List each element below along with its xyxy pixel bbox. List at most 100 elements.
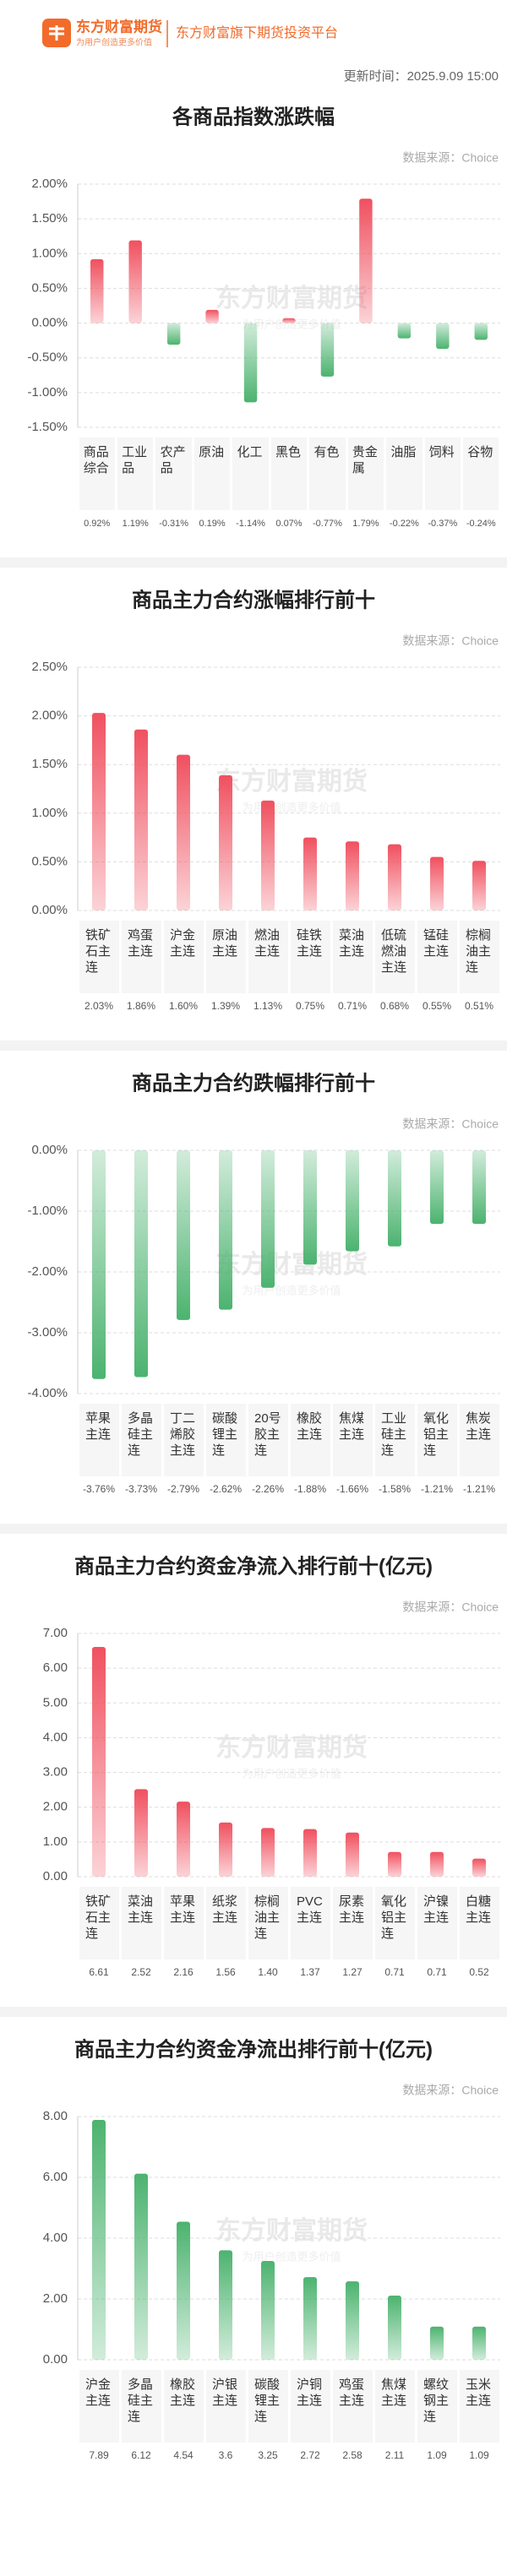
bar [430,856,444,910]
category-label: 碳酸锂主连 [254,2378,281,2424]
y-tick-label: -3.00% [27,1325,68,1340]
category-cell: 锰硅主连 [417,921,457,993]
category-label: 黑色 [275,445,301,459]
y-tick-label: 2.00% [31,177,68,191]
y-tick-label: 5.00 [43,1695,68,1709]
value-label: -1.21% [463,1483,495,1495]
watermark: 东方财富期货 [215,767,368,796]
bar [219,1150,232,1310]
value-label: -2.79% [167,1483,199,1495]
category-label: 硅铁主连 [297,928,323,959]
category-cell: 鸡蛋主连 [121,921,161,993]
value-label: 1.39% [211,1000,240,1012]
category-cell: 鸡蛋主连 [332,2370,373,2443]
category-cell: 饲料 [424,437,461,510]
watermark: 为用户创造更多价值 [242,2250,341,2263]
value-label: 1.40 [258,1966,278,1978]
category-cell: 铁矿石主连 [79,1887,119,1959]
value-label: -1.66% [336,1483,368,1495]
bar [303,1150,317,1265]
bar [472,1150,486,1225]
watermark: 东方财富期货 [215,2216,368,2245]
category-label: 鸡蛋主连 [128,928,154,959]
bar [359,198,373,323]
bar [261,800,275,910]
y-tick-label: -0.50% [27,351,68,365]
category-label: 玉米主连 [466,2378,492,2408]
category-label: 橡胶主连 [297,1411,323,1442]
y-tick-label: 1.00 [43,1834,68,1849]
y-tick-label: 0.00 [43,1869,68,1883]
category-label: 原油主连 [212,928,238,959]
value-label: 3.6 [219,2449,233,2461]
category-cell: 商品综合 [79,437,115,510]
category-label: 低硫燃油主连 [381,928,407,975]
data-source: 数据来源：Choice [402,2084,499,2097]
bar [472,1858,486,1877]
y-tick-label: 3.00 [43,1765,68,1780]
value-label: 1.09 [427,2449,447,2461]
y-tick-label: 2.50% [31,660,68,674]
category-cell: 焦煤主连 [332,1404,373,1476]
category-label: 菜油主连 [128,1894,154,1925]
value-label: -0.37% [428,519,457,529]
category-cell: 氧化铝主连 [374,1887,415,1959]
category-label: 鸡蛋主连 [339,2378,365,2408]
category-label: 焦炭主连 [466,1411,492,1442]
value-label: 6.12 [131,2449,151,2461]
bar [219,774,232,910]
bar [177,1802,190,1877]
watermark: 为用户创造更多价值 [242,318,341,330]
category-cell: 菜油主连 [332,921,373,993]
category-label: 苹果主连 [170,1894,196,1925]
bar [388,1150,401,1247]
category-cell: 棕榈油主连 [248,1887,288,1959]
bar [472,2326,486,2360]
bar [436,323,450,350]
value-label: 0.55% [422,1000,451,1012]
category-label: 贵金属 [352,445,378,476]
value-label: 4.54 [173,2449,194,2461]
y-tick-label: 1.50% [31,211,68,226]
category-label: 谷物 [467,445,493,459]
y-tick-label: 0.50% [31,854,68,868]
watermark: 为用户创造更多价值 [242,1767,341,1780]
category-label: 苹果主连 [85,1411,112,1442]
category-label: 工业品 [122,445,148,476]
category-cell: 白糖主连 [459,1887,499,1959]
category-cell: 黑色 [270,437,308,510]
category-cell: 氧化铝主连 [417,1404,457,1476]
platform: 东方财富旗下期货投资平台 [176,25,338,41]
value-label: -1.58% [379,1483,411,1495]
value-label: -0.31% [159,519,188,529]
bar [388,1851,401,1877]
y-tick-label: 4.00 [43,1730,68,1744]
value-label: -0.77% [313,519,342,529]
category-label: 尿素主连 [339,1894,365,1925]
category-cell: 沪镍主连 [417,1887,457,1959]
watermark: 东方财富期货 [215,1250,368,1279]
category-cell: 贵金属 [347,437,384,510]
bar [205,309,219,323]
chart-section: 各商品指数涨跌幅 数据来源：Choice 东方财富期货 为用户创造更多价值 2.00% 1… [0,84,507,557]
category-cell: 丁二烯胶主连 [163,1404,204,1476]
value-label: 1.86% [127,1000,155,1012]
bar [177,754,190,910]
y-tick-label: 2.00 [43,1800,68,1814]
category-cell: 多晶硅主连 [121,2370,161,2443]
chart-title: 商品主力合约涨幅排行前十 [132,588,375,611]
value-label: -3.76% [83,1483,115,1495]
category-label: 沪银主连 [212,2378,238,2408]
category-cell: 焦炭主连 [459,1404,499,1476]
chart-section: 商品主力合约资金净流入排行前十(亿元) 数据来源：Choice 东方财富期货 为用户创… [0,1534,507,2007]
chart-section: 商品主力合约涨幅排行前十 数据来源：Choice 东方财富期货 为用户创造更多价值 2.… [0,568,507,1041]
y-tick-label: 2.00 [43,2291,68,2306]
data-source: 数据来源：Choice [402,634,499,648]
category-cell: 谷物 [463,437,499,510]
value-label: 0.52 [469,1966,489,1978]
y-tick-label: 1.00% [31,246,68,260]
category-cell: 焦煤主连 [374,2370,415,2443]
category-label: 20号胶主连 [254,1411,281,1458]
category-cell: 工业品 [117,437,154,510]
